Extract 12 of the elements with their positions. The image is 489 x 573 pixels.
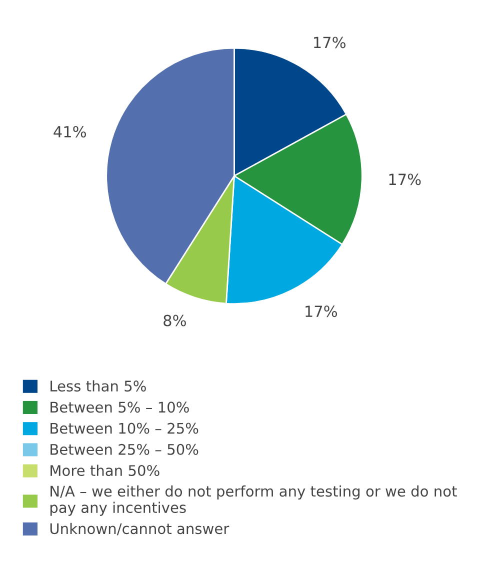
- legend-label: Unknown/cannot answer: [50, 522, 230, 536]
- legend-label: Between 25% – 50%: [50, 444, 198, 455]
- legend-label: Between 10% – 25%: [50, 422, 198, 434]
- data-label: 8%: [164, 314, 186, 326]
- legend-label: Less than 5%: [50, 380, 146, 392]
- legend-label: N/A – we either do not perform any testing or we do not pay any incentives: [50, 485, 457, 516]
- data-label: 17%: [314, 36, 346, 48]
- data-label: 41%: [54, 126, 86, 138]
- legend-label: More than 50%: [50, 464, 160, 476]
- legend-label: Between 5% – 10%: [50, 402, 189, 413]
- data-label: 17%: [389, 174, 421, 186]
- data-label: 17%: [306, 306, 338, 318]
